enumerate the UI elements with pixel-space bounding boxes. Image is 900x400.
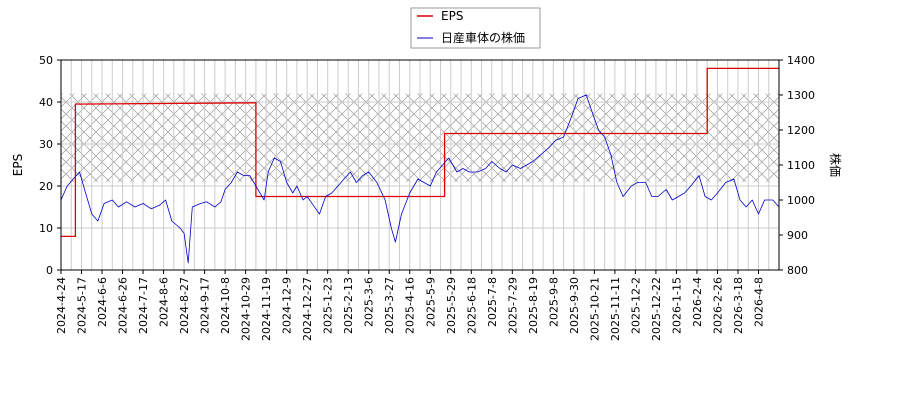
legend: EPS 日産車体の株価 <box>410 7 541 49</box>
x-axis-tick-label: 2024-11-19 <box>260 277 273 341</box>
left-axis-tick-label: 0 <box>46 264 53 277</box>
x-axis-tick-label: 2026-4-8 <box>752 277 765 327</box>
x-axis-tick-label: 2024-4-24 <box>55 277 68 334</box>
x-axis-tick-label: 2025-8-19 <box>527 277 540 334</box>
x-axis-tick-label: 2025-7-8 <box>486 277 499 327</box>
right-axis-tick-label: 1000 <box>787 194 815 207</box>
x-axis-tick-label: 2025-2-13 <box>342 277 355 334</box>
right-axis-tick-label: 1200 <box>787 124 815 137</box>
left-axis: 0 10 20 30 40 50 <box>39 54 61 277</box>
x-axis-tick-label: 2026-3-18 <box>732 277 745 334</box>
legend-box <box>410 7 541 49</box>
right-axis-tick-label: 1300 <box>787 89 815 102</box>
x-axis-tick-label: 2025-7-29 <box>506 277 519 334</box>
right-axis-tick-label: 1100 <box>787 159 815 172</box>
left-axis-tick-label: 10 <box>39 222 53 235</box>
x-axis-tick-label: 2024-7-17 <box>137 277 150 334</box>
stock-price-line <box>60 94 780 264</box>
x-axis-tick-label: 2024-12-27 <box>301 277 314 341</box>
x-axis-tick-label: 2024-8-6 <box>158 277 171 327</box>
left-axis-tick-label: 50 <box>39 54 53 67</box>
x-axis-tick-label: 2025-9-30 <box>568 277 581 334</box>
x-axis-tick-label: 2025-5-29 <box>445 277 458 334</box>
x-axis-tick-label: 2025-1-23 <box>322 277 335 334</box>
x-axis-tick-label: 2024-12-9 <box>281 277 294 334</box>
x-axis-tick-label: 2025-12-2 <box>629 277 642 334</box>
x-axis-tick-label: 2024-10-8 <box>219 277 232 334</box>
x-axis-tick-label: 2025-3-27 <box>383 277 396 334</box>
x-axis-tick-label: 2026-2-4 <box>691 277 704 327</box>
series-lines <box>60 67 780 264</box>
x-axis-tick-label: 2025-5-9 <box>424 277 437 327</box>
x-axis-tick-label: 2025-3-6 <box>363 277 376 327</box>
right-axis-title: 株価 <box>828 153 843 177</box>
legend-eps-label: EPS <box>441 9 463 23</box>
x-axis-tick-label: 2025-6-18 <box>465 277 478 334</box>
left-axis-title: EPS <box>11 154 25 176</box>
right-axis: 800 900 1000 1100 1200 1300 1400 <box>779 54 815 277</box>
x-axis-tick-label: 2024-8-27 <box>178 277 191 334</box>
right-axis-tick-label: 1400 <box>787 54 815 67</box>
x-axis-tick-label: 2024-5-17 <box>76 277 89 334</box>
x-axis-tick-label: 2024-9-17 <box>199 277 212 334</box>
x-axis-tick-label: 2025-10-21 <box>588 277 601 341</box>
left-axis-tick-label: 40 <box>39 96 53 109</box>
x-axis-tick-label: 2024-10-29 <box>240 277 253 341</box>
x-axis-tick-label: 2025-12-22 <box>650 277 663 341</box>
x-axis-tick-label: 2025-11-11 <box>609 277 622 341</box>
x-axis-tick-label: 2026-1-15 <box>670 277 683 334</box>
x-axis-tick-label: 2024-6-26 <box>117 277 130 334</box>
x-axis: 2024-4-24 2024-5-17 2024-6-6 2024-6-26 2024-… <box>55 270 765 341</box>
x-axis-tick-label: 2025-9-8 <box>547 277 560 327</box>
legend-price-label: 日産車体の株価 <box>441 30 525 45</box>
x-axis-tick-label: 2024-6-6 <box>96 277 109 327</box>
x-axis-tick-label: 2025-4-16 <box>404 277 417 334</box>
left-axis-tick-label: 20 <box>39 180 53 193</box>
eps-line <box>61 67 779 238</box>
right-axis-tick-label: 800 <box>787 264 808 277</box>
x-axis-tick-label: 2026-2-26 <box>711 277 724 334</box>
right-axis-tick-label: 900 <box>787 229 808 242</box>
left-axis-tick-label: 30 <box>39 138 53 151</box>
